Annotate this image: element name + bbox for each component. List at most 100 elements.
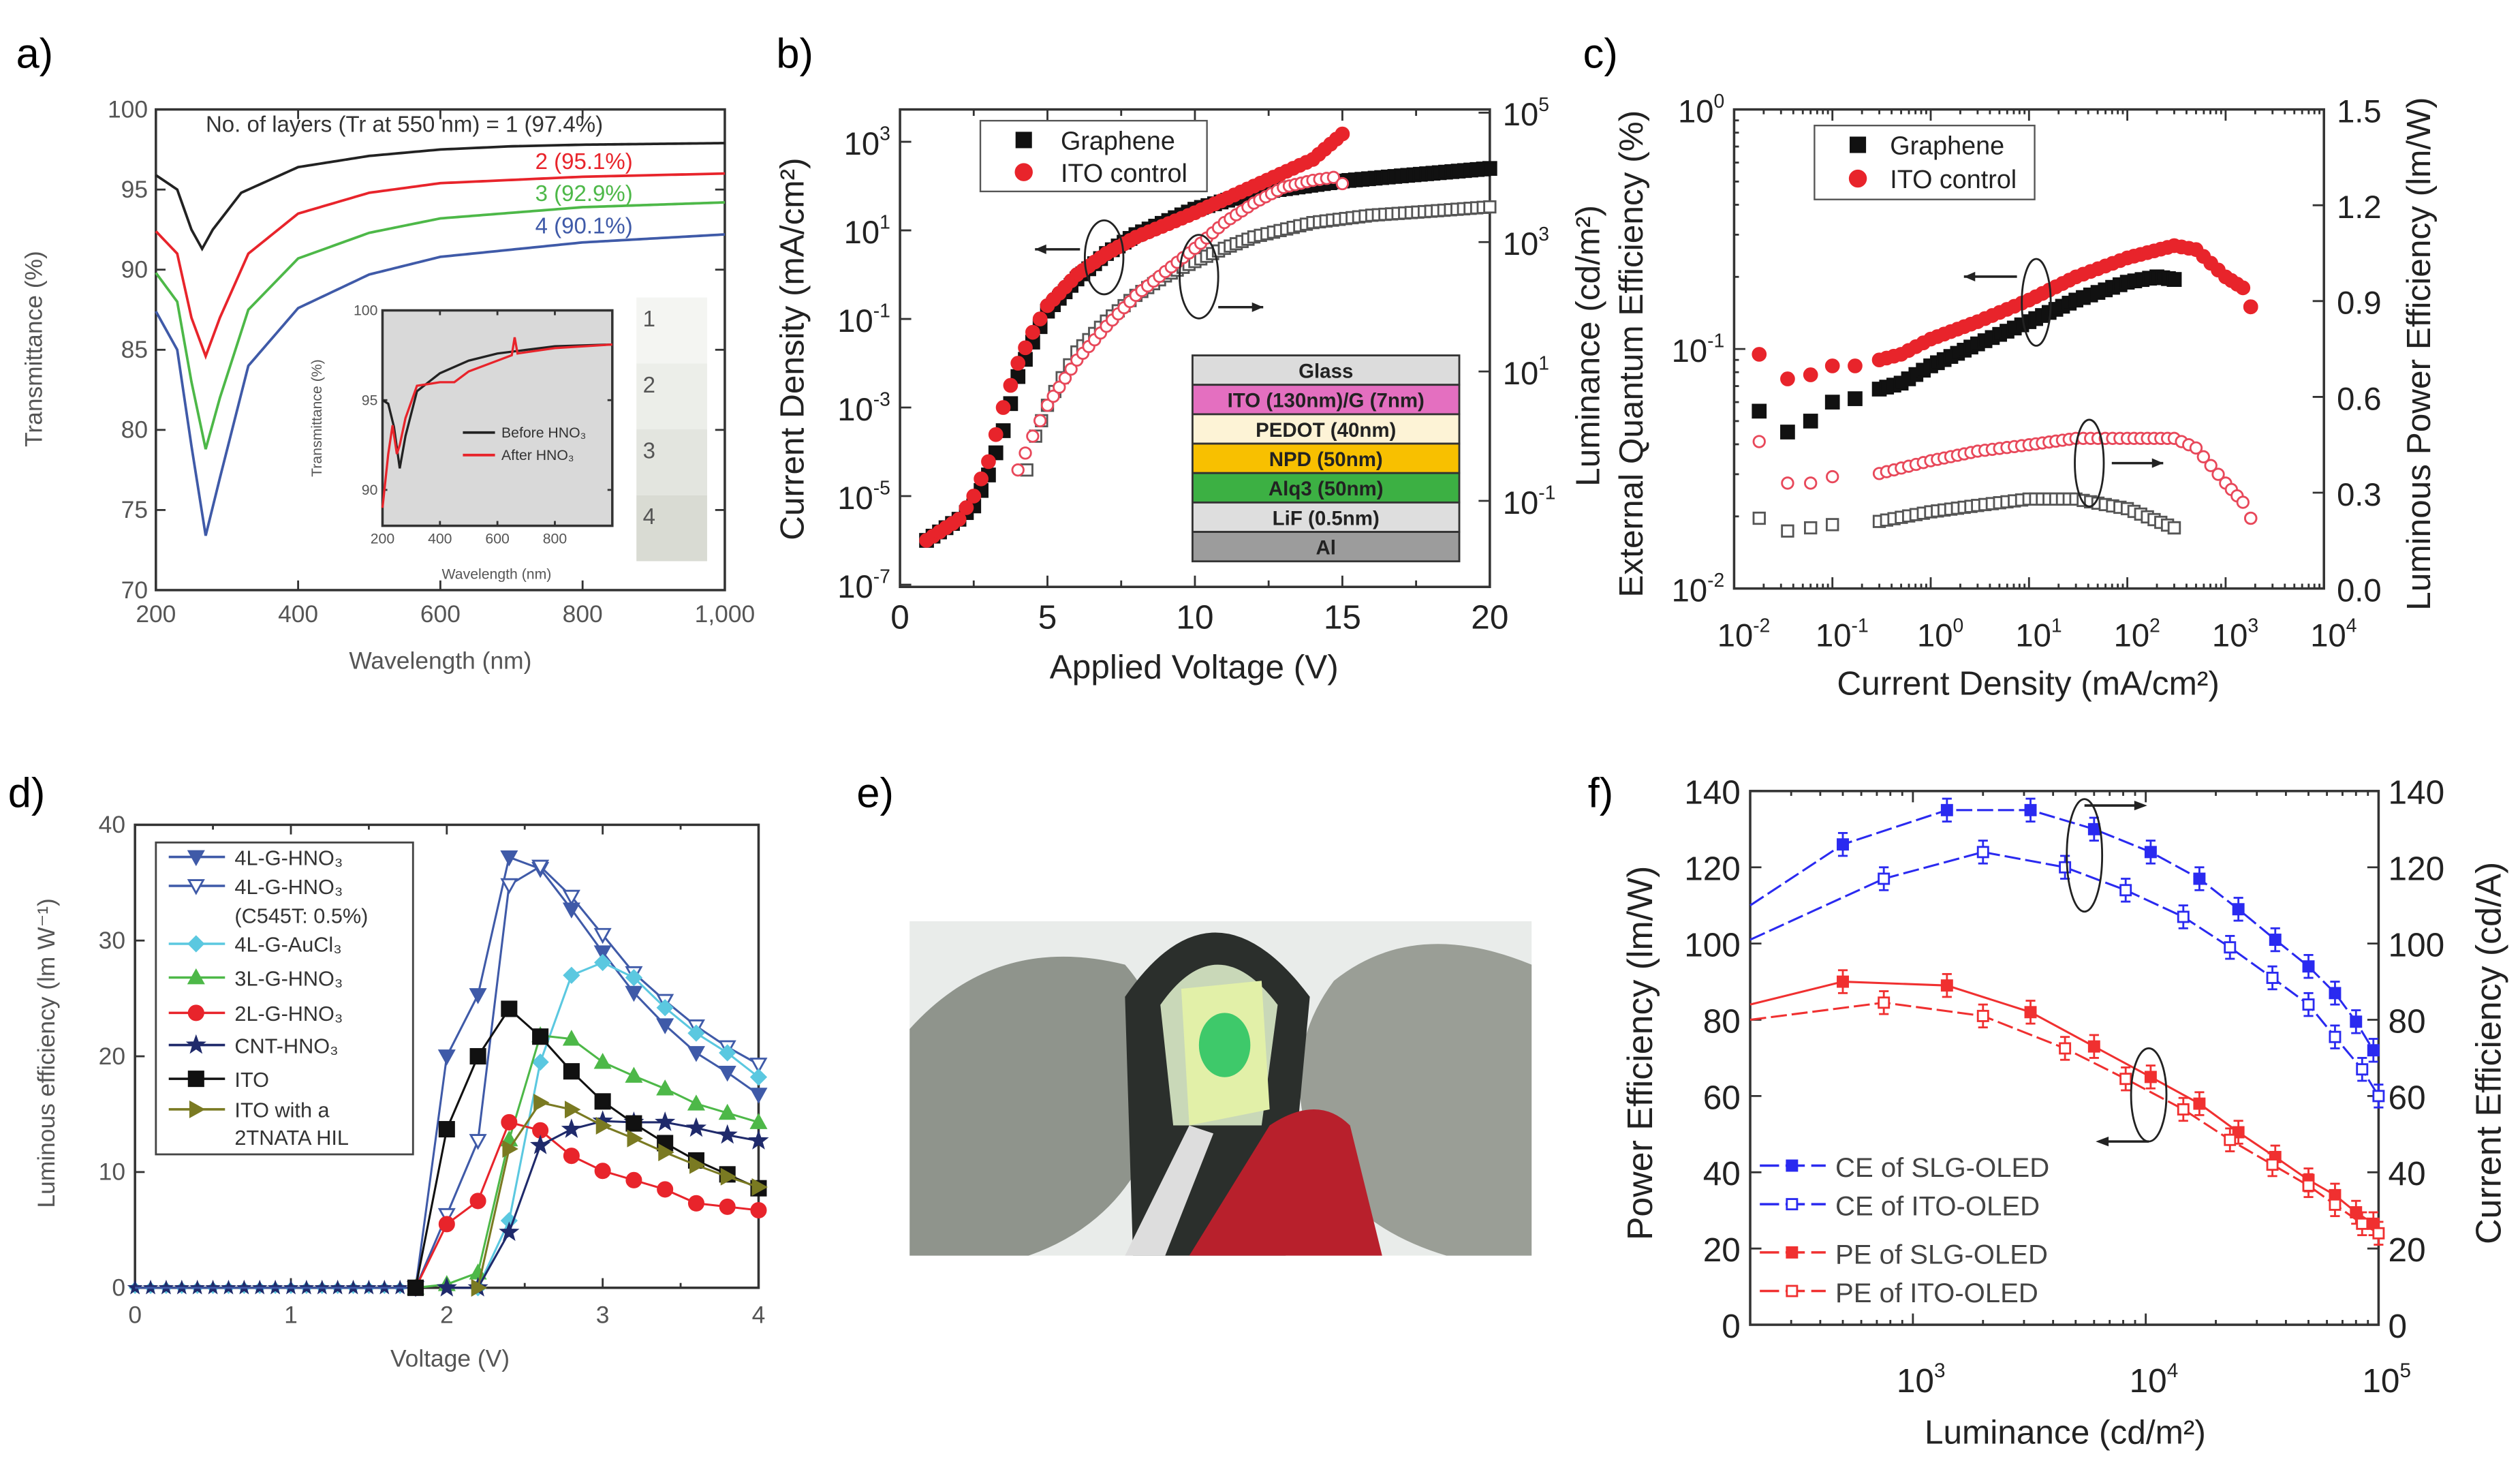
data-point: [751, 1178, 768, 1197]
annotation-layers-title: No. of layers (Tr at 550 nm) = 1 (97.4%): [206, 112, 603, 137]
y-tick-label: 70: [121, 577, 148, 604]
device-layer: [1192, 501, 1461, 533]
data-point: [2372, 1227, 2385, 1240]
panel-label-f: f): [1588, 769, 1613, 816]
tick-exponent: 2: [2149, 614, 2160, 636]
x-tick-label: 400: [278, 601, 318, 628]
y-tick-label: 85: [121, 337, 148, 363]
device-layer-label: Glass: [1298, 360, 1353, 383]
data-point: [687, 1195, 704, 1212]
data-point: [1940, 803, 1953, 816]
annotation-layer-3: 3 (92.9%): [535, 181, 633, 206]
legend-label-graphene: Graphene: [1890, 132, 2004, 160]
y-right-tick-label: 1.2: [2337, 189, 2382, 225]
data-point: [719, 1198, 736, 1215]
data-point: [1837, 975, 1849, 988]
series-line-4-layer: [155, 233, 726, 536]
tick-exponent: 0: [1953, 614, 1964, 636]
device-layer: [1192, 472, 1461, 504]
data-point-ito-eqe: [2235, 280, 2251, 296]
data-point: [687, 1094, 705, 1111]
data-point: [2059, 861, 2072, 874]
panel-e-photo: [909, 921, 1532, 1256]
data-point: [718, 1103, 736, 1120]
y-tick-label: 40: [99, 812, 125, 838]
legend-swatch-marker: [187, 935, 205, 953]
photo-strip-number: 3: [643, 438, 655, 463]
data-point: [687, 1024, 705, 1042]
series-grouping-ellipse: [2074, 418, 2105, 508]
x-axis-title: Voltage (V): [390, 1345, 510, 1372]
y-tick-label: 95: [121, 176, 148, 203]
legend-swatch-marker: [1786, 1285, 1799, 1297]
inset-x-tick-label: 800: [543, 532, 567, 547]
inset-y-tick-label: 95: [362, 393, 378, 408]
device-layer: [1192, 531, 1461, 563]
legend-swatch-marker: [185, 1034, 206, 1054]
y-left-tick-label: 100: [1684, 926, 1741, 964]
arrowhead: [2096, 1137, 2109, 1147]
y-right-tick-label: 40: [2389, 1155, 2426, 1193]
y-right-tick-label: 140: [2389, 774, 2445, 812]
chart-c-efficiency: 10-2 10-1 100 101 102 103 10410-210-11000.00.3…: [1613, 90, 2438, 702]
device-layer-label: LiF (0.5nm): [1273, 507, 1380, 529]
data-point: [2329, 987, 2342, 1000]
data-point: [656, 999, 674, 1017]
data-point: [627, 1129, 643, 1148]
inset-x-axis-title: Wavelength (nm): [442, 566, 552, 582]
data-point: [625, 985, 643, 1002]
data-point: [719, 1044, 736, 1062]
series-line-3-layer: [155, 201, 725, 450]
data-point-graphene-eqe: [2166, 272, 2182, 288]
data-point: [717, 1124, 738, 1144]
tick-exponent: -2: [1707, 569, 1724, 591]
y-left-tick-label: 10-1: [837, 300, 890, 339]
y-tick-label: 20: [99, 1043, 125, 1070]
legend-b: Graphene ITO control: [979, 119, 1208, 193]
legend-label: PE of ITO-OLED: [1835, 1278, 2038, 1308]
data-point: [2329, 1198, 2342, 1211]
legend-swatch-marker: [187, 968, 205, 985]
x-tick-label: 2: [440, 1302, 454, 1329]
data-point: [2302, 960, 2315, 973]
tick-exponent: -2: [1753, 614, 1770, 636]
y-right-axis-title: Luminance (cd/m²): [1569, 205, 1606, 487]
data-point: [2372, 1090, 2385, 1103]
y-left-tick-label: 10-5: [837, 477, 890, 516]
data-point: [594, 953, 612, 972]
y-left-tick-label: 20: [1703, 1231, 1741, 1269]
legend-label: CNT-HNO₃: [234, 1034, 338, 1058]
x-tick-label: 4: [752, 1302, 766, 1329]
device-layer: [1192, 413, 1461, 445]
data-point-ito-luminance: [1033, 414, 1047, 428]
data-point: [2119, 1073, 2132, 1086]
y-left-axis-title: Power Efficiency (lm/W): [1620, 866, 1660, 1241]
data-point-ito-current-density: [966, 489, 982, 504]
data-point-graphene-eqe: [1824, 395, 1840, 410]
data-point-ito-eqe: [1803, 367, 1818, 382]
data-point: [2356, 1063, 2369, 1076]
data-point: [593, 1053, 612, 1069]
legend-label: PE of SLG-OLED: [1835, 1240, 2048, 1270]
legend-label: ITO with a: [234, 1099, 330, 1122]
arrowhead: [1035, 244, 1046, 254]
data-point-graphene-eqe: [1803, 414, 1818, 429]
legend-swatch-marker: [187, 850, 205, 867]
tick-exponent: 3: [1538, 223, 1549, 245]
device-layer-label: Al: [1316, 537, 1335, 559]
data-point: [562, 889, 580, 906]
panel-label-e: e): [856, 769, 894, 816]
x-tick-label: 15: [1324, 599, 1361, 636]
data-point-ito-current-density: [959, 500, 974, 515]
data-point: [2059, 1042, 2072, 1055]
y-right-tick-label: 0.0: [2337, 572, 2382, 608]
data-point-ito-luminance: [1326, 170, 1341, 184]
y-left-tick-label: 140: [1684, 774, 1741, 812]
photo-strip-layers: 1 2 3 4: [636, 297, 707, 562]
data-point-ito-power-efficiency: [2211, 467, 2225, 481]
data-point: [2144, 1071, 2157, 1083]
data-point: [437, 1208, 456, 1225]
y-right-tick-label: 0.6: [2337, 380, 2382, 416]
legend-label: 3L-G-HNO₃: [234, 967, 343, 990]
